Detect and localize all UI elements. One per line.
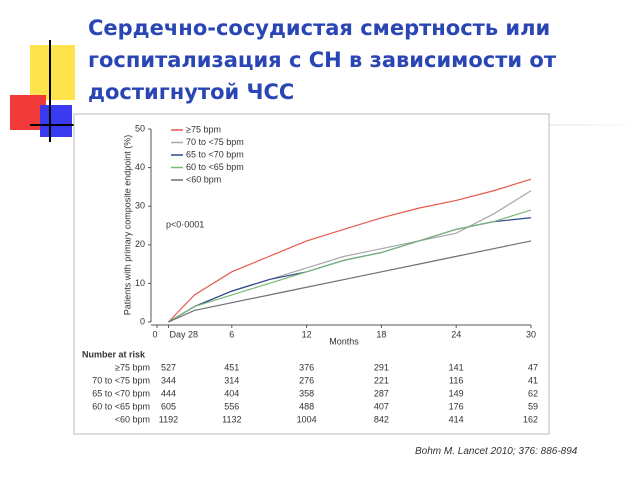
risk-count: 314 (224, 375, 239, 385)
risk-count: 451 (224, 362, 239, 372)
risk-count: 62 (528, 388, 538, 398)
risk-count: 1192 (159, 414, 178, 424)
risk-count: 444 (161, 388, 176, 398)
risk-count: 47 (528, 362, 538, 372)
risk-count: 407 (374, 401, 389, 411)
risk-row-label: 60 to <65 bpm (92, 401, 150, 411)
slide-title: Сердечно-сосудистая смертность или госпи… (88, 16, 556, 104)
legend-label: ≥75 bpm (186, 124, 221, 134)
risk-count: 344 (161, 375, 176, 385)
risk-row-label: <60 bpm (115, 414, 150, 424)
legend-label: 60 to <65 bpm (186, 162, 244, 172)
series-line (168, 209, 532, 323)
y-axis-label: Patients with primary composite endpoint… (122, 135, 132, 316)
x-tick-label: 30 (526, 329, 536, 339)
risk-count: 376 (299, 362, 314, 372)
risk-count: 116 (449, 375, 463, 385)
y-tick-label: 0 (140, 316, 145, 326)
risk-count: 1132 (222, 414, 241, 424)
chart: Patients with primary composite endpoint… (82, 123, 538, 424)
x-tick-label: 6 (229, 329, 234, 339)
series-line (168, 240, 532, 323)
risk-row-label: 70 to <75 bpm (92, 375, 150, 385)
risk-count: 291 (374, 362, 389, 372)
legend-label: 65 to <70 bpm (186, 149, 244, 159)
risk-count: 59 (528, 401, 538, 411)
risk-row-label: ≥75 bpm (115, 362, 150, 372)
y-tick-label: 30 (135, 201, 145, 211)
risk-count: 276 (299, 375, 314, 385)
risk-row-label: 65 to <70 bpm (92, 388, 150, 398)
series-line (168, 178, 532, 323)
risk-count: 404 (224, 388, 239, 398)
y-tick-label: 50 (135, 123, 145, 133)
risk-count: 842 (374, 414, 389, 424)
risk-table-title: Number at risk (82, 349, 146, 359)
chart-frame (73, 113, 550, 435)
risk-count: 1004 (297, 414, 317, 424)
legend-label: <60 bpm (186, 174, 221, 184)
legend-label: 70 to <75 bpm (186, 137, 244, 147)
annotation: p<0·0001 (166, 219, 204, 229)
x-tick-label: 18 (376, 329, 386, 339)
risk-count: 527 (161, 362, 176, 372)
y-tick-label: 40 (135, 162, 145, 172)
y-tick-label: 20 (135, 239, 145, 249)
risk-count: 149 (449, 388, 464, 398)
risk-count: 162 (523, 414, 538, 424)
risk-count: 221 (374, 375, 389, 385)
x-tick-label: Day 28 (169, 329, 198, 339)
x-tick-label: 12 (302, 329, 312, 339)
risk-count: 141 (449, 362, 464, 372)
y-tick-label: 10 (135, 278, 145, 288)
risk-count: 358 (299, 388, 314, 398)
risk-count: 414 (449, 414, 464, 424)
risk-count: 556 (224, 401, 239, 411)
risk-count: 605 (161, 401, 176, 411)
x-tick-label: 24 (451, 329, 461, 339)
risk-count: 287 (374, 388, 389, 398)
risk-count: 176 (449, 401, 464, 411)
x-axis-label: Months (329, 336, 359, 346)
risk-count: 41 (528, 375, 538, 385)
x-tick-label: 0 (152, 329, 157, 339)
risk-count: 488 (299, 401, 314, 411)
citation: Bohm M. Lancet 2010; 376: 886-894 (415, 446, 578, 457)
